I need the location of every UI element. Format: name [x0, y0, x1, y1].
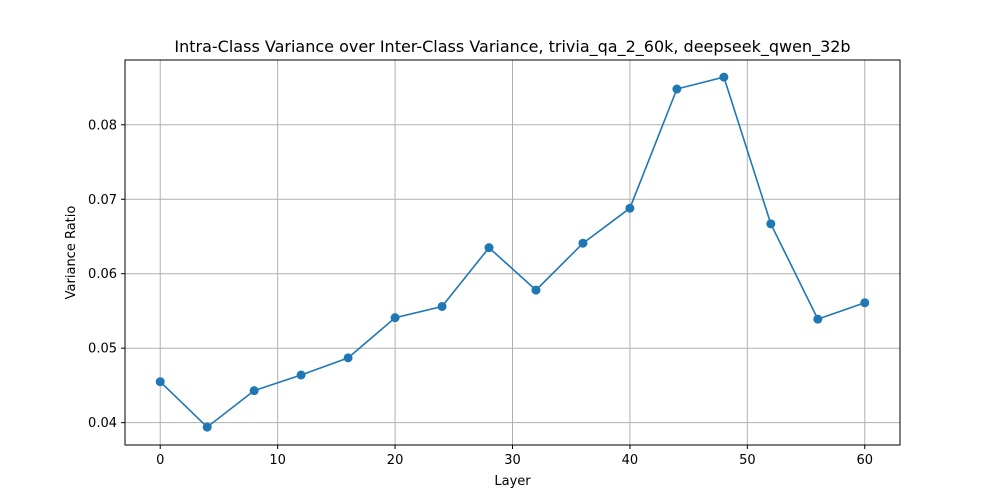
data-point [766, 219, 776, 229]
grid-lines [125, 60, 900, 445]
data-point [202, 422, 212, 432]
data-series [155, 72, 870, 432]
chart-title: Intra-Class Variance over Inter-Class Va… [174, 37, 850, 57]
data-point [437, 301, 447, 311]
axis-ticks: 0 10 20 30 40 50 60 0.04 0.05 0.06 0.07 0.08 [88, 118, 873, 468]
x-axis-label: Layer [494, 474, 531, 489]
data-point [155, 377, 165, 387]
y-tick-label: 0.05 [88, 342, 117, 357]
data-point [719, 72, 729, 82]
x-tick-label: 0 [156, 453, 164, 468]
data-point [531, 285, 541, 295]
data-point [484, 243, 494, 253]
x-tick-label: 30 [504, 453, 521, 468]
y-tick-label: 0.04 [88, 416, 117, 431]
data-point [672, 84, 682, 94]
data-point [390, 313, 400, 323]
x-tick-label: 50 [739, 453, 756, 468]
data-point [578, 238, 588, 248]
x-tick-label: 40 [622, 453, 639, 468]
x-tick-label: 10 [269, 453, 286, 468]
data-point [813, 314, 823, 324]
data-point [625, 203, 635, 213]
series-line [159, 76, 866, 429]
y-tick-label: 0.06 [88, 267, 117, 282]
y-tick-label: 0.08 [88, 118, 117, 133]
data-point [860, 298, 870, 308]
data-point [296, 370, 306, 380]
y-tick-label: 0.07 [88, 193, 117, 208]
y-axis-label: Variance Ratio [64, 206, 79, 300]
x-tick-label: 20 [387, 453, 404, 468]
x-tick-label: 60 [856, 453, 873, 468]
data-point [343, 353, 353, 363]
data-point [249, 386, 259, 396]
